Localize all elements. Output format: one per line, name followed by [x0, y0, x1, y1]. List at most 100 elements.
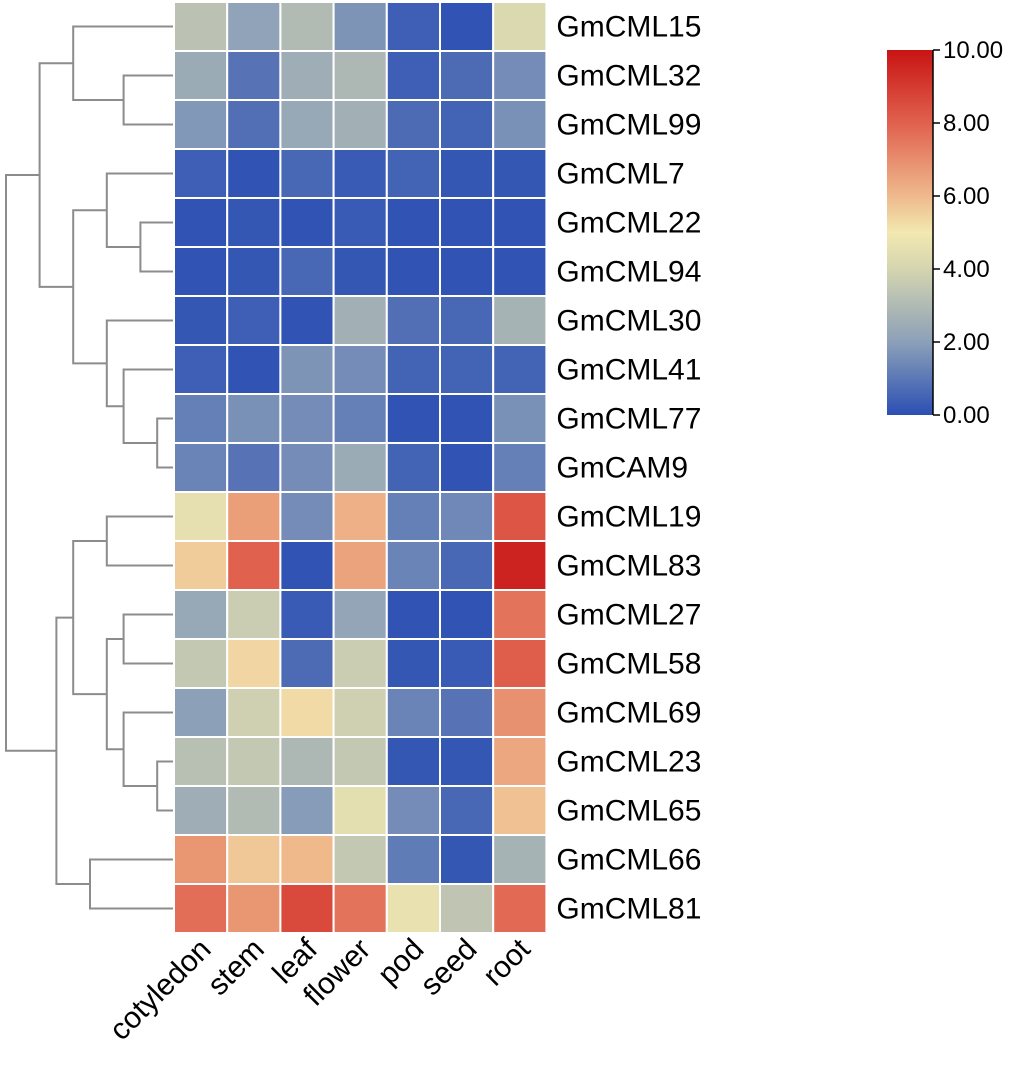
dendrogram-link [156, 760, 174, 812]
heatmap-cell-GmCML66-stem [226, 834, 282, 885]
heatmap-cell-GmCML23-pod [385, 736, 441, 787]
column-label-seed: seed [414, 933, 483, 1002]
row-label-GmCML32: GmCML32 [556, 60, 701, 93]
heatmap-cell-GmCML69-stem [226, 687, 282, 738]
heatmap-cell-GmCML19-seed [439, 491, 495, 542]
heatmap-cell-GmCML94-flower [332, 246, 388, 297]
heatmap-cell-GmCML7-seed [439, 148, 495, 199]
column-label-cotyledon: cotyledon [103, 933, 217, 1047]
row-label-GmCML23: GmCML23 [556, 746, 701, 779]
dendrogram-link [105, 638, 124, 751]
heatmap-cell-GmCML15-seed [439, 1, 495, 52]
row-label-GmCML66: GmCML66 [556, 844, 701, 877]
heatmap-cell-GmCML23-leaf [279, 736, 335, 787]
heatmap-cell-GmCML65-root [492, 785, 548, 836]
heatmap-cell-GmCML15-leaf [279, 1, 335, 52]
heatmap-cell-GmCML41-root [492, 344, 548, 395]
heatmap-cell-GmCML19-root [492, 491, 548, 542]
heatmap-cell-GmCML41-stem [226, 344, 282, 395]
heatmap-cell-GmCML58-cotyledon [173, 638, 229, 689]
heatmap-cell-GmCML7-leaf [279, 148, 335, 199]
heatmap-cell-GmCML27-seed [439, 589, 495, 640]
row-label-GmCML22: GmCML22 [556, 207, 701, 240]
row-label-GmCML15: GmCML15 [556, 11, 701, 44]
row-label-GmCML30: GmCML30 [556, 305, 701, 338]
dendrogram-link [156, 417, 174, 469]
heatmap-cell-GmCML30-stem [226, 295, 282, 346]
heatmap-cell-GmCML7-cotyledon [173, 148, 229, 199]
row-label-GmCML65: GmCML65 [556, 795, 701, 828]
heatmap-cell-GmCML81-root [492, 883, 548, 934]
row-label-GmCML99: GmCML99 [556, 109, 701, 142]
heatmap-cell-GmCML83-pod [385, 540, 441, 591]
heatmap-cell-GmCML83-leaf [279, 540, 335, 591]
heatmap-cell-GmCML58-stem [226, 638, 282, 689]
heatmap-cell-GmCML32-stem [226, 50, 282, 101]
row-label-GmCML19: GmCML19 [556, 501, 701, 534]
heatmap-cell-GmCML69-flower [332, 687, 388, 738]
row-label-GmCML58: GmCML58 [556, 648, 701, 681]
heatmap-cell-GmCML32-flower [332, 50, 388, 101]
row-label-GmCML41: GmCML41 [556, 354, 701, 387]
heatmap-cell-GmCML65-pod [385, 785, 441, 836]
heatmap-cell-GmCML7-stem [226, 148, 282, 199]
heatmap-cell-GmCML22-root [492, 197, 548, 248]
row-label-GmCML81: GmCML81 [556, 893, 701, 926]
color-legend: 0.00 2.00 4.00 6.00 8.00 10.00 [887, 37, 1003, 429]
row-label-GmCML69: GmCML69 [556, 697, 701, 730]
heatmap-cell-GmCML81-stem [226, 883, 282, 934]
heatmap-cell-GmCML22-stem [226, 197, 282, 248]
heatmap-cell-GmCML22-leaf [279, 197, 335, 248]
heatmap-cell-GmCML99-root [492, 99, 548, 150]
heatmap-cell-GmCML15-root [492, 1, 548, 52]
heatmap-cell-GmCML65-flower [332, 785, 388, 836]
heatmap-cell-GmCML58-pod [385, 638, 441, 689]
heatmap-cell-GmCML66-pod [385, 834, 441, 885]
heatmap-cell-GmCML81-flower [332, 883, 388, 934]
heatmap-cell-GmCML81-leaf [279, 883, 335, 934]
heatmap-cells [173, 1, 548, 934]
heatmap-cell-GmCAM9-stem [226, 442, 282, 493]
legend-tick-label: 10.00 [943, 37, 1003, 64]
dendrogram-link [72, 209, 107, 365]
heatmap-cell-GmCML66-flower [332, 834, 388, 885]
heatmap-cell-GmCML27-flower [332, 589, 388, 640]
heatmap-cell-GmCML65-leaf [279, 785, 335, 836]
heatmap-cell-GmCML94-stem [226, 246, 282, 297]
heatmap-cell-GmCML94-leaf [279, 246, 335, 297]
heatmap-cell-GmCAM9-cotyledon [173, 442, 229, 493]
heatmap-cell-GmCML32-seed [439, 50, 495, 101]
row-label-GmCML94: GmCML94 [556, 256, 701, 289]
column-label-stem: stem [201, 933, 270, 1002]
heatmap-cell-GmCML77-stem [226, 393, 282, 444]
heatmap-cell-GmCML99-seed [439, 99, 495, 150]
heatmap-cell-GmCML23-flower [332, 736, 388, 787]
heatmap-cell-GmCML58-flower [332, 638, 388, 689]
heatmap-cell-GmCML41-seed [439, 344, 495, 395]
heatmap-cell-GmCML32-pod [385, 50, 441, 101]
heatmap-cell-GmCML27-root [492, 589, 548, 640]
heatmap-cell-GmCML22-cotyledon [173, 197, 229, 248]
heatmap-cell-GmCML30-leaf [279, 295, 335, 346]
heatmap-cell-GmCML41-leaf [279, 344, 335, 395]
heatmap-cell-GmCML30-flower [332, 295, 388, 346]
heatmap-cell-GmCML15-cotyledon [173, 1, 229, 52]
heatmap-cell-GmCML99-flower [332, 99, 388, 150]
heatmap-cell-GmCML30-cotyledon [173, 295, 229, 346]
heatmap-cell-GmCML66-cotyledon [173, 834, 229, 885]
heatmap-cell-GmCML7-flower [332, 148, 388, 199]
heatmap-cell-GmCML77-seed [439, 393, 495, 444]
dendrogram-link [38, 62, 74, 288]
heatmap-cell-GmCML27-leaf [279, 589, 335, 640]
heatmap-cell-GmCML65-cotyledon [173, 785, 229, 836]
row-label-GmCML83: GmCML83 [556, 550, 701, 583]
heatmap-cell-GmCML83-stem [226, 540, 282, 591]
dendrogram-link [122, 74, 174, 126]
heatmap-cell-GmCML83-cotyledon [173, 540, 229, 591]
heatmap-cell-GmCML19-stem [226, 491, 282, 542]
legend-tick-label: 2.00 [943, 329, 990, 356]
heatmap-cell-GmCML19-cotyledon [173, 491, 229, 542]
